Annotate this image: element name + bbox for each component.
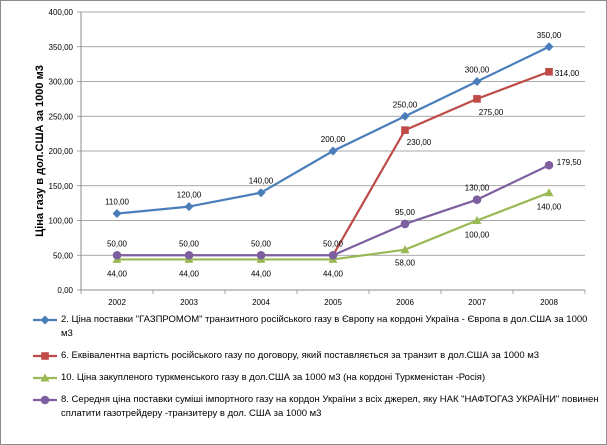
gridlines: [81, 11, 585, 256]
series-3-point: [400, 245, 410, 254]
legend-marker: [33, 352, 57, 360]
data-labels: 110,00 120,00 140,00 200,00 250,00 300,00 350,…: [105, 31, 582, 279]
x-tick-labels: 2002 2003 2004 2005 2006 2007 2008: [108, 298, 558, 307]
series-4-point: [184, 250, 194, 260]
legend: 2. Ціна поставки "ГАЗПРОМОМ" транзитного…: [31, 313, 601, 421]
legend-symbol: [40, 373, 50, 382]
data-label: 44,00: [323, 269, 344, 278]
series-4-point: [256, 250, 266, 260]
data-label: 350,00: [537, 31, 562, 40]
x-tick-label: 2002: [108, 298, 126, 307]
data-label: 95,00: [395, 208, 416, 217]
legend-item: 8. Середня ціна поставки суміші імпортно…: [31, 393, 601, 421]
legend-label: 6. Еквівалентна вартість російського газ…: [61, 350, 540, 361]
legend-marker: [33, 395, 57, 405]
y-tick-label: 50,00: [53, 251, 74, 260]
series-1-point: [184, 202, 194, 212]
legend-label: 10. Ціна закупленого туркменського газу …: [61, 372, 486, 383]
data-label: 100,00: [465, 231, 490, 240]
legend-symbol: [40, 395, 50, 405]
y-tick-label: 0,00: [57, 286, 73, 295]
series-1-point: [112, 209, 122, 219]
legend-symbol: [41, 352, 49, 360]
data-label: 314,00: [555, 69, 580, 78]
x-tick-label: 2004: [252, 298, 270, 307]
legend-label: 2. Ціна поставки "ГАЗПРОМОМ" транзитного…: [61, 314, 588, 339]
series-3-point: [544, 188, 554, 197]
data-label: 200,00: [321, 135, 346, 144]
data-label: 179,50: [557, 158, 582, 167]
y-tick-labels: 0,00 50,00 100,00 150,00 200,00 250,00 300,00 3…: [49, 8, 74, 295]
legend-item: 2. Ціна поставки "ГАЗПРОМОМ" транзитного…: [31, 313, 601, 341]
data-label: 275,00: [479, 108, 504, 117]
series-lines: [112, 42, 554, 263]
data-label: 44,00: [179, 269, 200, 278]
x-tick-label: 2003: [180, 298, 198, 307]
y-tick-label: 300,00: [49, 78, 74, 87]
legend-item: 10. Ціна закупленого туркменського газу …: [31, 371, 601, 385]
line-chart: 0,00 50,00 100,00 150,00 200,00 250,00 300,00 3…: [34, 8, 586, 307]
y-tick-label: 100,00: [49, 217, 74, 226]
data-label: 50,00: [251, 239, 272, 248]
data-label: 50,00: [107, 239, 128, 248]
data-label: 230,00: [407, 138, 432, 147]
series-1-point: [472, 77, 482, 86]
y-tick-label: 150,00: [49, 182, 74, 191]
data-label: 44,00: [107, 269, 128, 278]
data-label: 140,00: [537, 203, 562, 212]
series-1-point: [544, 42, 554, 52]
data-label: 50,00: [179, 239, 200, 248]
data-label: 120,00: [177, 191, 202, 200]
series-1-point: [328, 146, 338, 156]
data-label: 50,00: [323, 239, 344, 248]
y-tick-label: 200,00: [49, 147, 74, 156]
y-tick-label: 250,00: [49, 112, 74, 121]
data-label: 130,00: [465, 184, 490, 193]
legend-marker: [33, 373, 57, 382]
series-3-point: [472, 216, 482, 224]
data-label: 140,00: [249, 177, 274, 186]
data-label: 110,00: [105, 198, 129, 207]
series-2-point: [545, 67, 553, 76]
legend-marker: [33, 315, 57, 325]
data-label: 44,00: [251, 269, 272, 278]
series-1: [112, 42, 554, 219]
series-4-point: [112, 250, 122, 260]
y-tick-label: 400,00: [49, 8, 74, 17]
x-tick-label: 2006: [396, 298, 414, 307]
data-label: 58,00: [395, 259, 416, 268]
x-tick-label: 2005: [324, 298, 342, 307]
legend-symbol: [40, 315, 50, 325]
series-4-point: [400, 219, 410, 229]
series-1-point: [256, 188, 266, 198]
series-2-line: [332, 70, 550, 256]
data-label: 300,00: [465, 66, 490, 75]
series-2: [332, 67, 553, 256]
legend-label: 8. Середня ціна поставки суміші імпортно…: [61, 394, 599, 419]
data-label: 250,00: [393, 100, 418, 109]
series-4: [112, 160, 554, 260]
y-tick-label: 350,00: [49, 43, 74, 52]
x-tick-label: 2008: [540, 298, 558, 307]
series-4-point: [544, 160, 554, 170]
series-2-point: [473, 95, 481, 103]
x-tick-label: 2007: [468, 298, 486, 307]
series-1-point: [400, 111, 410, 121]
series-4-point: [472, 195, 482, 204]
series-3-line: [117, 191, 550, 261]
legend-item: 6. Еквівалентна вартість російського газ…: [31, 349, 601, 363]
axes: [77, 11, 586, 294]
series-4-point: [328, 250, 338, 260]
y-axis-label: Ціна газу в дол.США за 1000 м3: [34, 65, 46, 237]
series-2-point: [401, 126, 409, 134]
